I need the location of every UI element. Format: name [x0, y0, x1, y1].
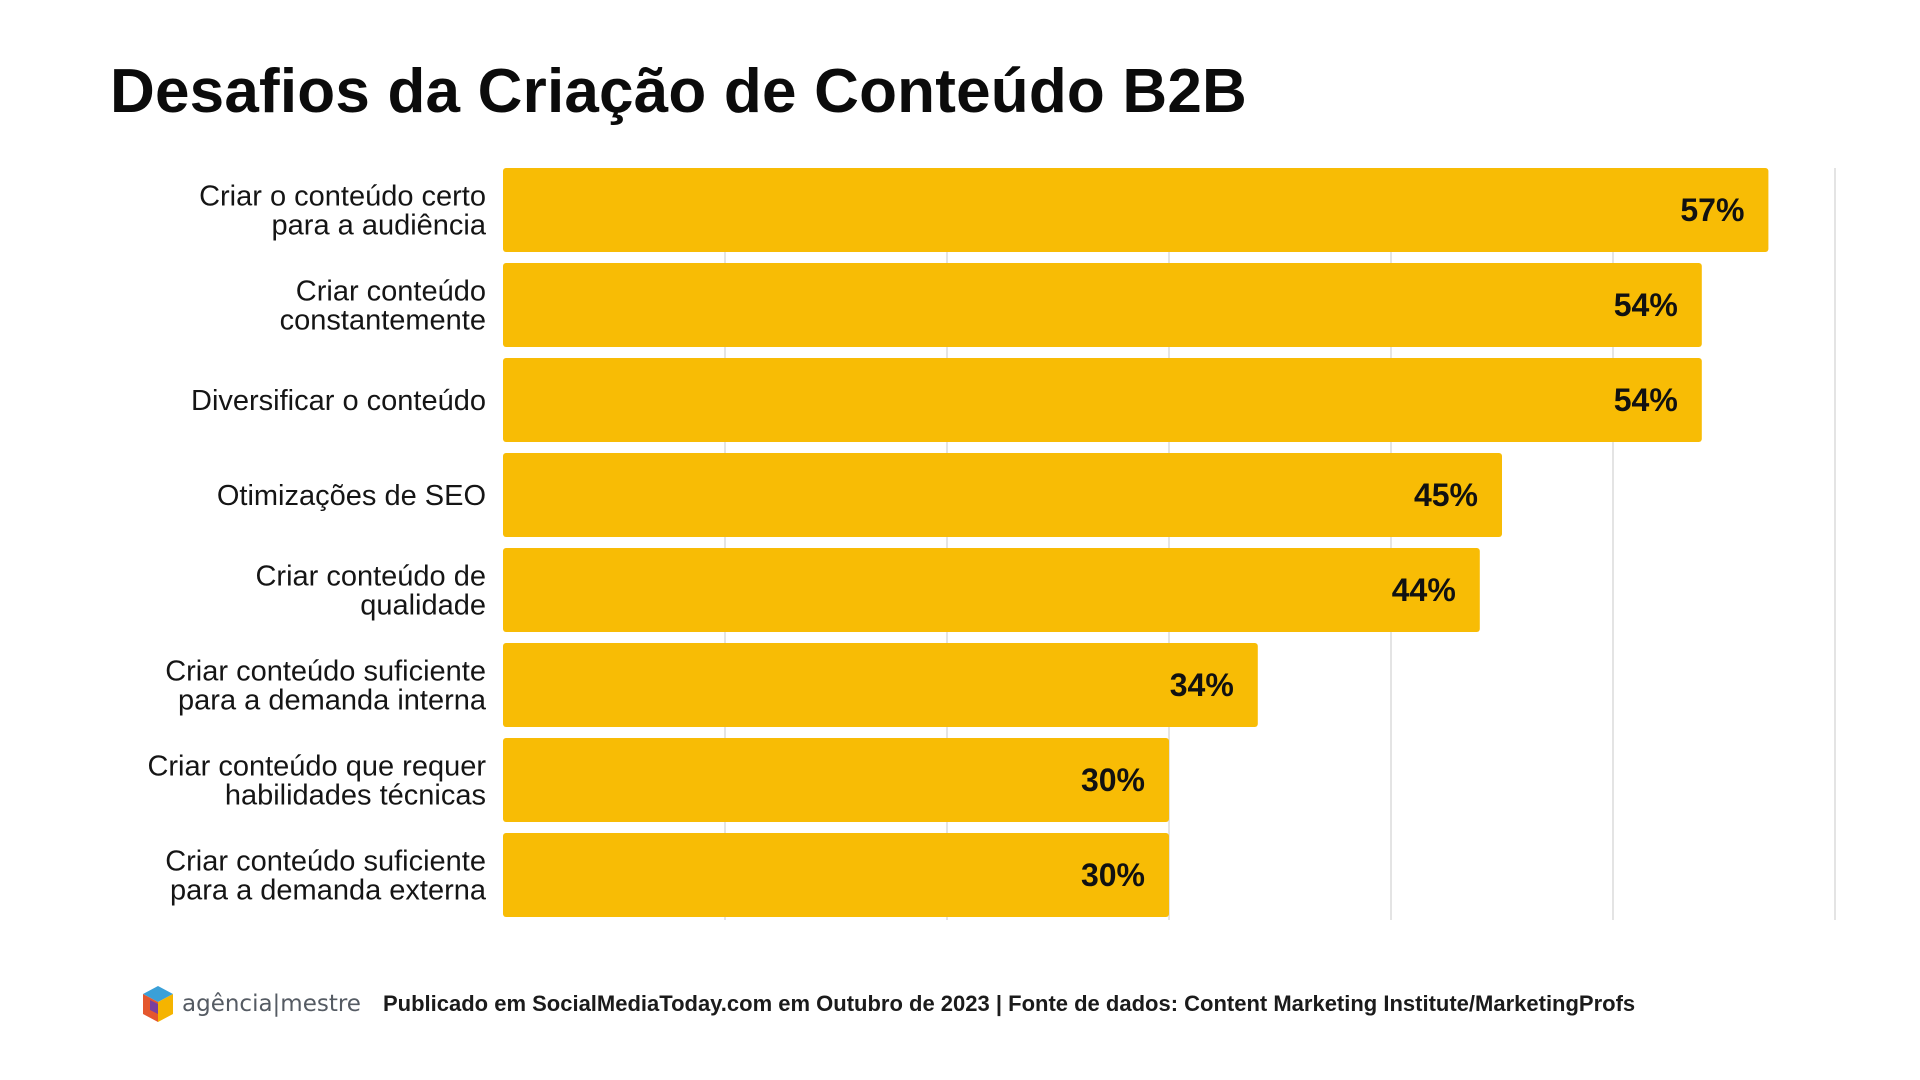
bar: [503, 833, 1169, 917]
bar: [503, 548, 1480, 632]
category-label: Criar conteúdo de qualidade: [255, 561, 486, 622]
bar-value-label: 54%: [1614, 287, 1678, 323]
bar-value-label: 34%: [1170, 667, 1234, 703]
logo-text: agência|mestre: [182, 991, 361, 1017]
category-label: Criar conteúdo suficiente para a demanda …: [165, 656, 487, 717]
bar-value-label: 30%: [1081, 762, 1145, 798]
brand-logo: agência|mestre: [140, 984, 361, 1024]
bar-value-label: 45%: [1414, 477, 1478, 513]
category-label: Criar conteúdo que requer habilidades téc…: [147, 751, 486, 812]
category-label: Otimizações de SEO: [217, 480, 486, 512]
bar: [503, 168, 1769, 252]
bar: [503, 738, 1169, 822]
bar-value-label: 44%: [1392, 572, 1456, 608]
bar-value-label: 57%: [1680, 192, 1744, 228]
source-note: Publicado em SocialMediaToday.com em Out…: [382, 991, 1636, 1016]
category-label: Criar conteúdo constantemente: [280, 276, 486, 337]
chart-title: Desafios da Criação de Conteúdo B2B: [110, 57, 1248, 126]
category-label: Criar o conteúdo certo para a audiência: [199, 181, 487, 242]
bar: [503, 453, 1502, 537]
category-label: Criar conteúdo suficiente para a demanda …: [165, 846, 487, 907]
logo-cube-icon: [143, 986, 173, 1022]
bar: [503, 643, 1258, 727]
category-label: Diversificar o conteúdo: [191, 385, 486, 417]
bar: [503, 263, 1702, 347]
bar-value-label: 54%: [1614, 382, 1678, 418]
bar-value-label: 30%: [1081, 857, 1145, 893]
footer: agência|mestre Publicado em SocialMediaT…: [140, 984, 1635, 1024]
bar: [503, 358, 1702, 442]
